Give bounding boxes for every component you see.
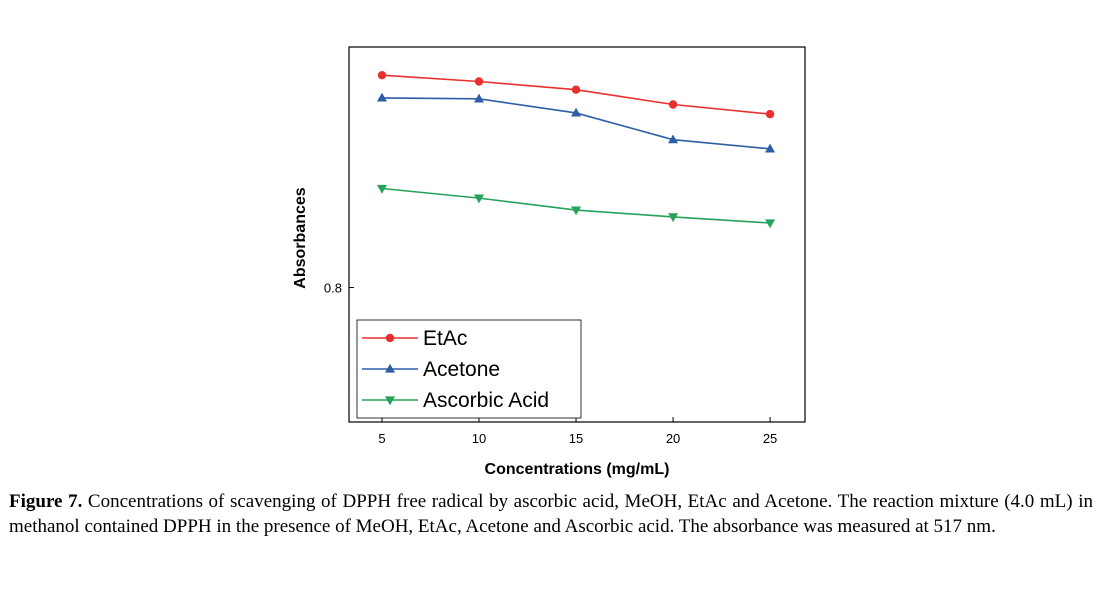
absorbance-line-chart: 0.8 5 10 15 20 25 Absorbances Concentrations… xyxy=(292,46,806,478)
legend-box xyxy=(356,319,582,419)
data-point-ascorbic-acid xyxy=(474,194,485,204)
legend-marker-acetone xyxy=(385,363,395,373)
data-point-etac xyxy=(377,70,387,80)
x-tick-label: 20 xyxy=(666,431,680,446)
data-point-etac xyxy=(765,109,775,119)
data-point-ascorbic-acid xyxy=(376,184,387,194)
data-point-acetone xyxy=(474,93,485,103)
y-tick-label: 0.8 xyxy=(324,281,342,296)
data-point-acetone xyxy=(571,107,582,117)
y-axis-title: Absorbances xyxy=(292,187,309,288)
data-point-ascorbic-acid xyxy=(668,213,679,223)
x-axis: 5 10 15 20 25 xyxy=(378,417,777,446)
plot-frame xyxy=(348,46,806,423)
caption-text: Concentrations of scavenging of DPPH fre… xyxy=(9,491,1093,537)
legend: EtAc Acetone Ascorbic Acid xyxy=(356,319,582,419)
data-point-ascorbic-acid xyxy=(765,219,776,229)
data-point-etac xyxy=(668,100,678,109)
data-point-ascorbic-acid xyxy=(571,206,582,216)
series-line-ascorbic-acid xyxy=(381,187,771,224)
figure-caption: Figure 7. Concentrations of scavenging o… xyxy=(9,489,1093,539)
data-point-etac xyxy=(474,77,484,86)
x-tick-label: 5 xyxy=(378,431,385,446)
data-point-acetone xyxy=(668,134,679,144)
y-axis: 0.8 xyxy=(324,281,354,296)
data-point-acetone xyxy=(376,92,387,102)
legend-marker-ascorbic-acid xyxy=(385,396,395,406)
series-line-acetone xyxy=(381,97,771,150)
legend-label-acetone: Acetone xyxy=(423,358,500,381)
data-point-acetone xyxy=(765,143,776,153)
legend-label-ascorbic-acid: Ascorbic Acid xyxy=(423,389,549,412)
x-tick-label: 25 xyxy=(763,431,777,446)
x-axis-title: Concentrations (mg/mL) xyxy=(485,461,670,478)
x-tick-label: 10 xyxy=(472,431,486,446)
series-layer xyxy=(376,70,776,229)
x-tick-label: 15 xyxy=(569,431,583,446)
plot-area xyxy=(348,46,806,423)
legend-marker-etac xyxy=(385,333,395,343)
legend-label-etac: EtAc xyxy=(423,327,467,350)
caption-label: Figure 7. xyxy=(9,491,83,512)
data-point-etac xyxy=(571,85,581,94)
